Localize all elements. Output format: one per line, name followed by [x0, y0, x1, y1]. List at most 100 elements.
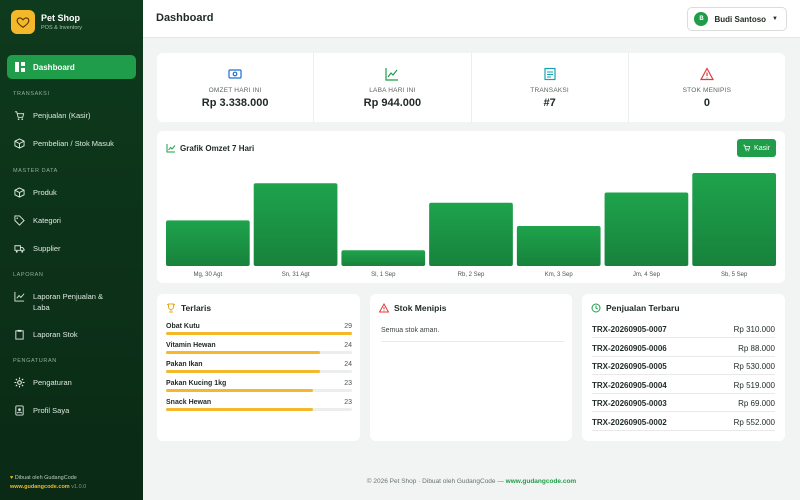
user-name: Budi Santoso — [714, 14, 767, 24]
stat-label: LABA HARI INI — [369, 86, 416, 94]
sidebar-item-label: Laporan Penjualan & Laba — [33, 292, 104, 312]
page-footer: © 2026 Pet Shop · Dibuat oleh GudangCode… — [143, 478, 800, 485]
footer-text: © 2026 Pet Shop · Dibuat oleh GudangCode… — [366, 478, 506, 485]
warning-icon — [379, 303, 389, 313]
sidebar-item-supplier[interactable]: Supplier — [14, 243, 136, 254]
trx-amount: Rp 88.000 — [738, 343, 775, 353]
penjualan-terbaru-card: Penjualan Terbaru TRX-20260905-0007 Rp 31… — [582, 294, 785, 441]
table-row[interactable]: TRX-20260905-0007 Rp 310.000 — [592, 325, 775, 338]
trx-id: TRX-20260905-0002 — [592, 418, 667, 427]
product-count: 23 — [344, 399, 352, 406]
progress-track — [166, 351, 352, 354]
sidebar-item-label: Dashboard — [33, 62, 75, 72]
card-title-text: Stok Menipis — [394, 303, 447, 313]
kasir-label: Kasir — [754, 144, 770, 152]
progress-fill — [166, 351, 321, 354]
chart-line-icon — [14, 291, 25, 302]
sidebar-item-kategori[interactable]: Kategori — [14, 215, 136, 226]
trx-id: TRX-20260905-0006 — [592, 343, 667, 353]
gudangcode-link[interactable]: www.gudangcode.com — [10, 484, 70, 490]
version-text: v1.0.0 — [71, 484, 87, 490]
table-row[interactable]: TRX-20260905-0002 Rp 552.000 — [592, 418, 775, 431]
sidebar-item-laporan-penjualan[interactable]: Laporan Penjualan & Laba — [14, 291, 136, 313]
x-tick-label: Sl, 1 Sep — [371, 272, 396, 278]
table-row[interactable]: TRX-20260905-0006 Rp 88.000 — [592, 344, 775, 357]
sidebar-item-label: Penjualan (Kasir) — [33, 111, 91, 120]
trx-amount: Rp 530.000 — [733, 362, 775, 372]
sidebar-item-label: Kategori — [33, 216, 61, 225]
brand[interactable]: Pet Shop POS & Inventory — [0, 0, 143, 44]
product-name: Vitamin Hewan — [166, 342, 216, 349]
stat-laba: LABA HARI INI Rp 944.000 — [314, 53, 472, 122]
sidebar-item-laporan-stok[interactable]: Laporan Stok — [14, 329, 136, 340]
stat-transaksi: TRANSAKSI #7 — [472, 53, 629, 122]
sidebar-item-dashboard[interactable]: Dashboard — [7, 55, 136, 79]
sidebar-item-pengaturan[interactable]: Pengaturan — [14, 377, 136, 388]
box-icon — [14, 138, 25, 149]
clipboard-icon — [15, 329, 24, 340]
brand-subtitle: POS & Inventory — [41, 25, 82, 31]
chart-bar[interactable] — [516, 226, 601, 266]
section-transaksi: TRANSAKSI — [13, 91, 50, 97]
list-item: Pakan Ikan 24 — [166, 361, 352, 373]
table-row[interactable]: TRX-20260905-0004 Rp 519.000 — [592, 381, 775, 394]
progress-track — [166, 332, 352, 335]
table-row[interactable]: TRX-20260905-0005 Rp 530.000 — [592, 362, 775, 376]
progress-track — [166, 408, 352, 411]
user-menu-button[interactable]: B Budi Santoso ▼ — [687, 7, 787, 31]
sidebar-item-label: Supplier — [33, 244, 61, 253]
receipt-icon — [544, 67, 556, 80]
page-title: Dashboard — [156, 12, 214, 24]
section-laporan: LAPORAN — [13, 272, 44, 278]
sidebar-item-profil[interactable]: Profil Saya — [14, 405, 136, 416]
card-title-text: Penjualan Terbaru — [606, 303, 680, 313]
chart-bar[interactable] — [253, 183, 338, 266]
card-title: Penjualan Terbaru — [591, 303, 680, 313]
progress-track — [166, 370, 352, 373]
cash-icon — [228, 68, 242, 79]
progress-fill — [166, 389, 313, 392]
brand-title: Pet Shop — [41, 13, 81, 23]
kasir-button[interactable]: Kasir — [737, 139, 776, 157]
chart-bar[interactable] — [341, 250, 426, 266]
stat-label: STOK MENIPIS — [682, 86, 732, 94]
chart-bar[interactable] — [429, 202, 513, 266]
x-tick-label: Sb, 5 Sep — [721, 272, 748, 278]
trx-amount: Rp 69.000 — [738, 399, 775, 409]
chart-line-icon — [166, 144, 176, 153]
chart-title: Grafik Omzet 7 Hari — [166, 143, 254, 153]
trx-id: TRX-20260905-0007 — [592, 325, 667, 334]
footer-link[interactable]: www.gudangcode.com — [505, 478, 577, 485]
stok-menipis-card: Stok Menipis Semua stok aman. — [370, 294, 572, 441]
chart-bar[interactable] — [166, 220, 250, 266]
gear-icon — [14, 377, 25, 388]
chart-card: Mg, 30 Agt Sn, 31 Agt Sl, 1 Sep Rb, 2 Sep Km… — [157, 131, 785, 283]
list-item: Obat Kutu 29 — [166, 323, 352, 335]
list-item: Vitamin Hewan 24 — [166, 342, 352, 354]
section-master-data: MASTER DATA — [13, 168, 58, 174]
product-name: Pakan Ikan — [166, 361, 203, 368]
tag-icon — [14, 215, 25, 226]
chart-bar[interactable] — [604, 192, 689, 266]
stat-value: Rp 944.000 — [363, 96, 422, 109]
chart-bar[interactable] — [692, 173, 776, 266]
product-name: Snack Hewan — [166, 399, 212, 406]
sidebar-item-produk[interactable]: Produk — [14, 187, 136, 198]
x-tick-label: Sn, 31 Agt — [282, 272, 310, 278]
trx-id: TRX-20260905-0005 — [592, 362, 667, 372]
product-count: 29 — [344, 323, 352, 330]
progress-track — [166, 389, 352, 392]
warning-icon — [699, 66, 714, 80]
clock-icon — [591, 303, 601, 313]
sidebar-item-label: Laporan Stok — [33, 330, 78, 339]
avatar: B — [694, 12, 709, 26]
table-row[interactable]: TRX-20260905-0003 Rp 69.000 — [592, 399, 775, 413]
card-title-text: Terlaris — [181, 303, 212, 313]
sidebar-item-label: Pengaturan — [33, 378, 72, 387]
sidebar-item-penjualan-kasir[interactable]: Penjualan (Kasir) — [14, 110, 136, 121]
list-item: Snack Hewan 23 — [166, 399, 352, 411]
sidebar: Pet Shop POS & Inventory Dashboard TRANS… — [0, 0, 143, 500]
sidebar-item-label: Profil Saya — [33, 406, 70, 415]
x-tick-label: Jm, 4 Sep — [633, 272, 661, 278]
sidebar-item-pembelian[interactable]: Pembelian / Stok Masuk — [14, 138, 136, 149]
